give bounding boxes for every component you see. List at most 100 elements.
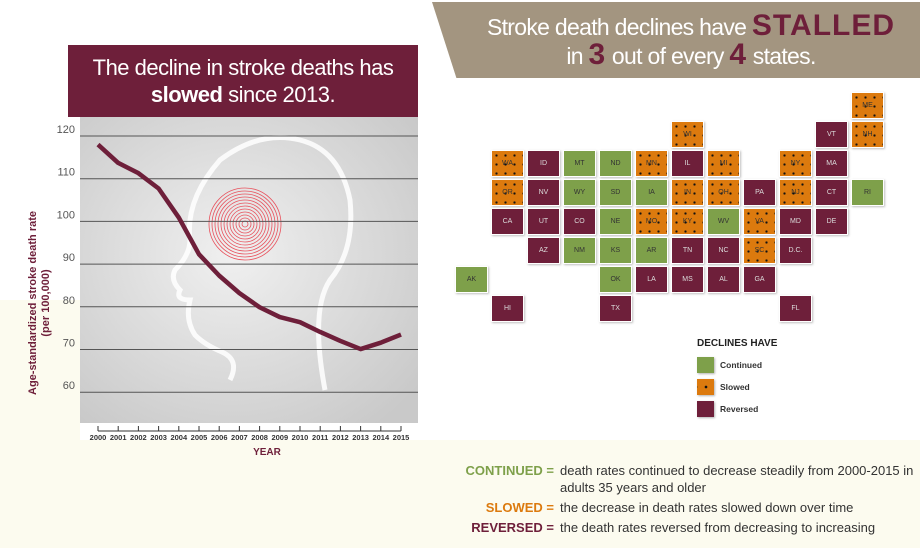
- state-nd: ND: [599, 150, 632, 177]
- target-ring: [232, 211, 258, 237]
- y-tick-label: 110: [57, 167, 75, 179]
- y-tick-label: 100: [57, 209, 75, 221]
- state-ok: OK: [599, 266, 632, 293]
- x-tick-label: 2003: [150, 433, 167, 442]
- state-ri: RI: [851, 179, 884, 206]
- definition-text: death rates continued to decrease steadi…: [560, 463, 914, 495]
- plot-area: [80, 117, 418, 423]
- chart-title: The decline in stroke deaths has slowed …: [68, 45, 418, 117]
- y-tick-label: 80: [63, 295, 75, 307]
- x-tick-label: 2009: [271, 433, 288, 442]
- x-tick-label: 2013: [352, 433, 369, 442]
- state-wv: WV: [707, 208, 740, 235]
- state-ky: KY: [671, 208, 704, 235]
- map-legend: DECLINES HAVE Continued Slowed Reversed: [697, 338, 777, 420]
- state-ne: NE: [599, 208, 632, 235]
- y-tick-label: 70: [63, 338, 75, 350]
- state-co: CO: [563, 208, 596, 235]
- state-ca: CA: [491, 208, 524, 235]
- x-tick-label: 2010: [292, 433, 309, 442]
- x-tick-label: 2000: [90, 433, 107, 442]
- state-tn: TN: [671, 237, 704, 264]
- state-nh: NH: [851, 121, 884, 148]
- x-tick-label: 2011: [312, 433, 328, 442]
- legend-label: Slowed: [720, 382, 750, 392]
- state-la: LA: [635, 266, 668, 293]
- state-nj: NJ: [779, 179, 812, 206]
- state-az: AZ: [527, 237, 560, 264]
- state-il: IL: [671, 150, 704, 177]
- banner-text: in: [566, 43, 589, 69]
- target-ring: [208, 187, 282, 261]
- state-nc: NC: [707, 237, 740, 264]
- y-tick-label: 120: [57, 124, 75, 136]
- map-title-banner: Stroke death declines have STALLED in 3 …: [432, 2, 920, 78]
- state-pa: PA: [743, 179, 776, 206]
- stroke-target-icon: [208, 187, 282, 261]
- state-ar: AR: [635, 237, 668, 264]
- state-me: ME: [851, 92, 884, 119]
- state-fl: FL: [779, 295, 812, 322]
- definition-key: REVERSED =: [471, 520, 554, 535]
- state-mi: MI: [707, 150, 740, 177]
- x-axis-title: YEAR: [253, 447, 282, 458]
- x-tick-label: 2014: [372, 433, 390, 442]
- state-wa: WA: [491, 150, 524, 177]
- state-hi: HI: [491, 295, 524, 322]
- legend-item-reversed: Reversed: [697, 398, 777, 420]
- state-de: DE: [815, 208, 848, 235]
- us-state-map: AK WA OR CA ID NV UT AZ MT WY CO NM ND SD NE KS OK TX MN IA…: [455, 92, 905, 332]
- target-ring: [223, 202, 267, 246]
- target-ring: [214, 193, 276, 255]
- chart-title-line1: The decline in stroke deaths has: [92, 55, 394, 80]
- definition-text: the death rates reversed from decreasing…: [560, 520, 876, 535]
- state-wy: WY: [563, 179, 596, 206]
- state-ct: CT: [815, 179, 848, 206]
- definition-key: CONTINUED =: [465, 463, 554, 478]
- legend-label: Continued: [720, 360, 763, 370]
- banner-emphasis: STALLED: [751, 9, 896, 42]
- target-ring: [220, 199, 270, 249]
- target-ring: [211, 190, 279, 258]
- state-al: AL: [707, 266, 740, 293]
- target-ring: [235, 214, 255, 234]
- definition-text: the decrease in death rates slowed down …: [560, 500, 854, 515]
- target-ring: [217, 196, 273, 252]
- y-tick-label: 90: [63, 252, 75, 264]
- chart-title-bold: slowed: [150, 82, 223, 107]
- x-tick-label: 2007: [231, 433, 248, 442]
- target-ring: [226, 205, 264, 243]
- state-or: OR: [491, 179, 524, 206]
- state-va: VA: [743, 208, 776, 235]
- state-nv: NV: [527, 179, 560, 206]
- state-ia: IA: [635, 179, 668, 206]
- y-tick-label: 60: [63, 380, 75, 392]
- chart-title-rest: since 2013.: [222, 82, 336, 107]
- state-ms: MS: [671, 266, 704, 293]
- x-tick-label: 2015: [393, 433, 410, 442]
- banner-text: states.: [747, 43, 817, 69]
- target-ring: [238, 217, 252, 231]
- legend-label: Reversed: [720, 404, 759, 414]
- x-tick-label: 2002: [130, 433, 147, 442]
- state-oh: OH: [707, 179, 740, 206]
- banner-text: out of every: [606, 43, 730, 69]
- definition-slowed: SLOWED = the decrease in death rates slow…: [440, 499, 920, 516]
- state-sc: SC: [743, 237, 776, 264]
- footer-background: [0, 440, 920, 548]
- x-tick-label: 2012: [332, 433, 349, 442]
- y-axis-title: Age-standardized stroke death rate (per …: [27, 203, 53, 403]
- state-ny: NY: [779, 150, 812, 177]
- state-mn: MN: [635, 150, 668, 177]
- state-ma: MA: [815, 150, 848, 177]
- legend-swatch: [697, 401, 714, 417]
- x-tick-label: 2008: [251, 433, 268, 442]
- state-tx: TX: [599, 295, 632, 322]
- state-id: ID: [527, 150, 560, 177]
- state-in: IN: [671, 179, 704, 206]
- state-wi: WI: [671, 121, 704, 148]
- banner-emphasis: 4: [729, 38, 748, 71]
- state-nm: NM: [563, 237, 596, 264]
- banner-emphasis: 3: [588, 38, 607, 71]
